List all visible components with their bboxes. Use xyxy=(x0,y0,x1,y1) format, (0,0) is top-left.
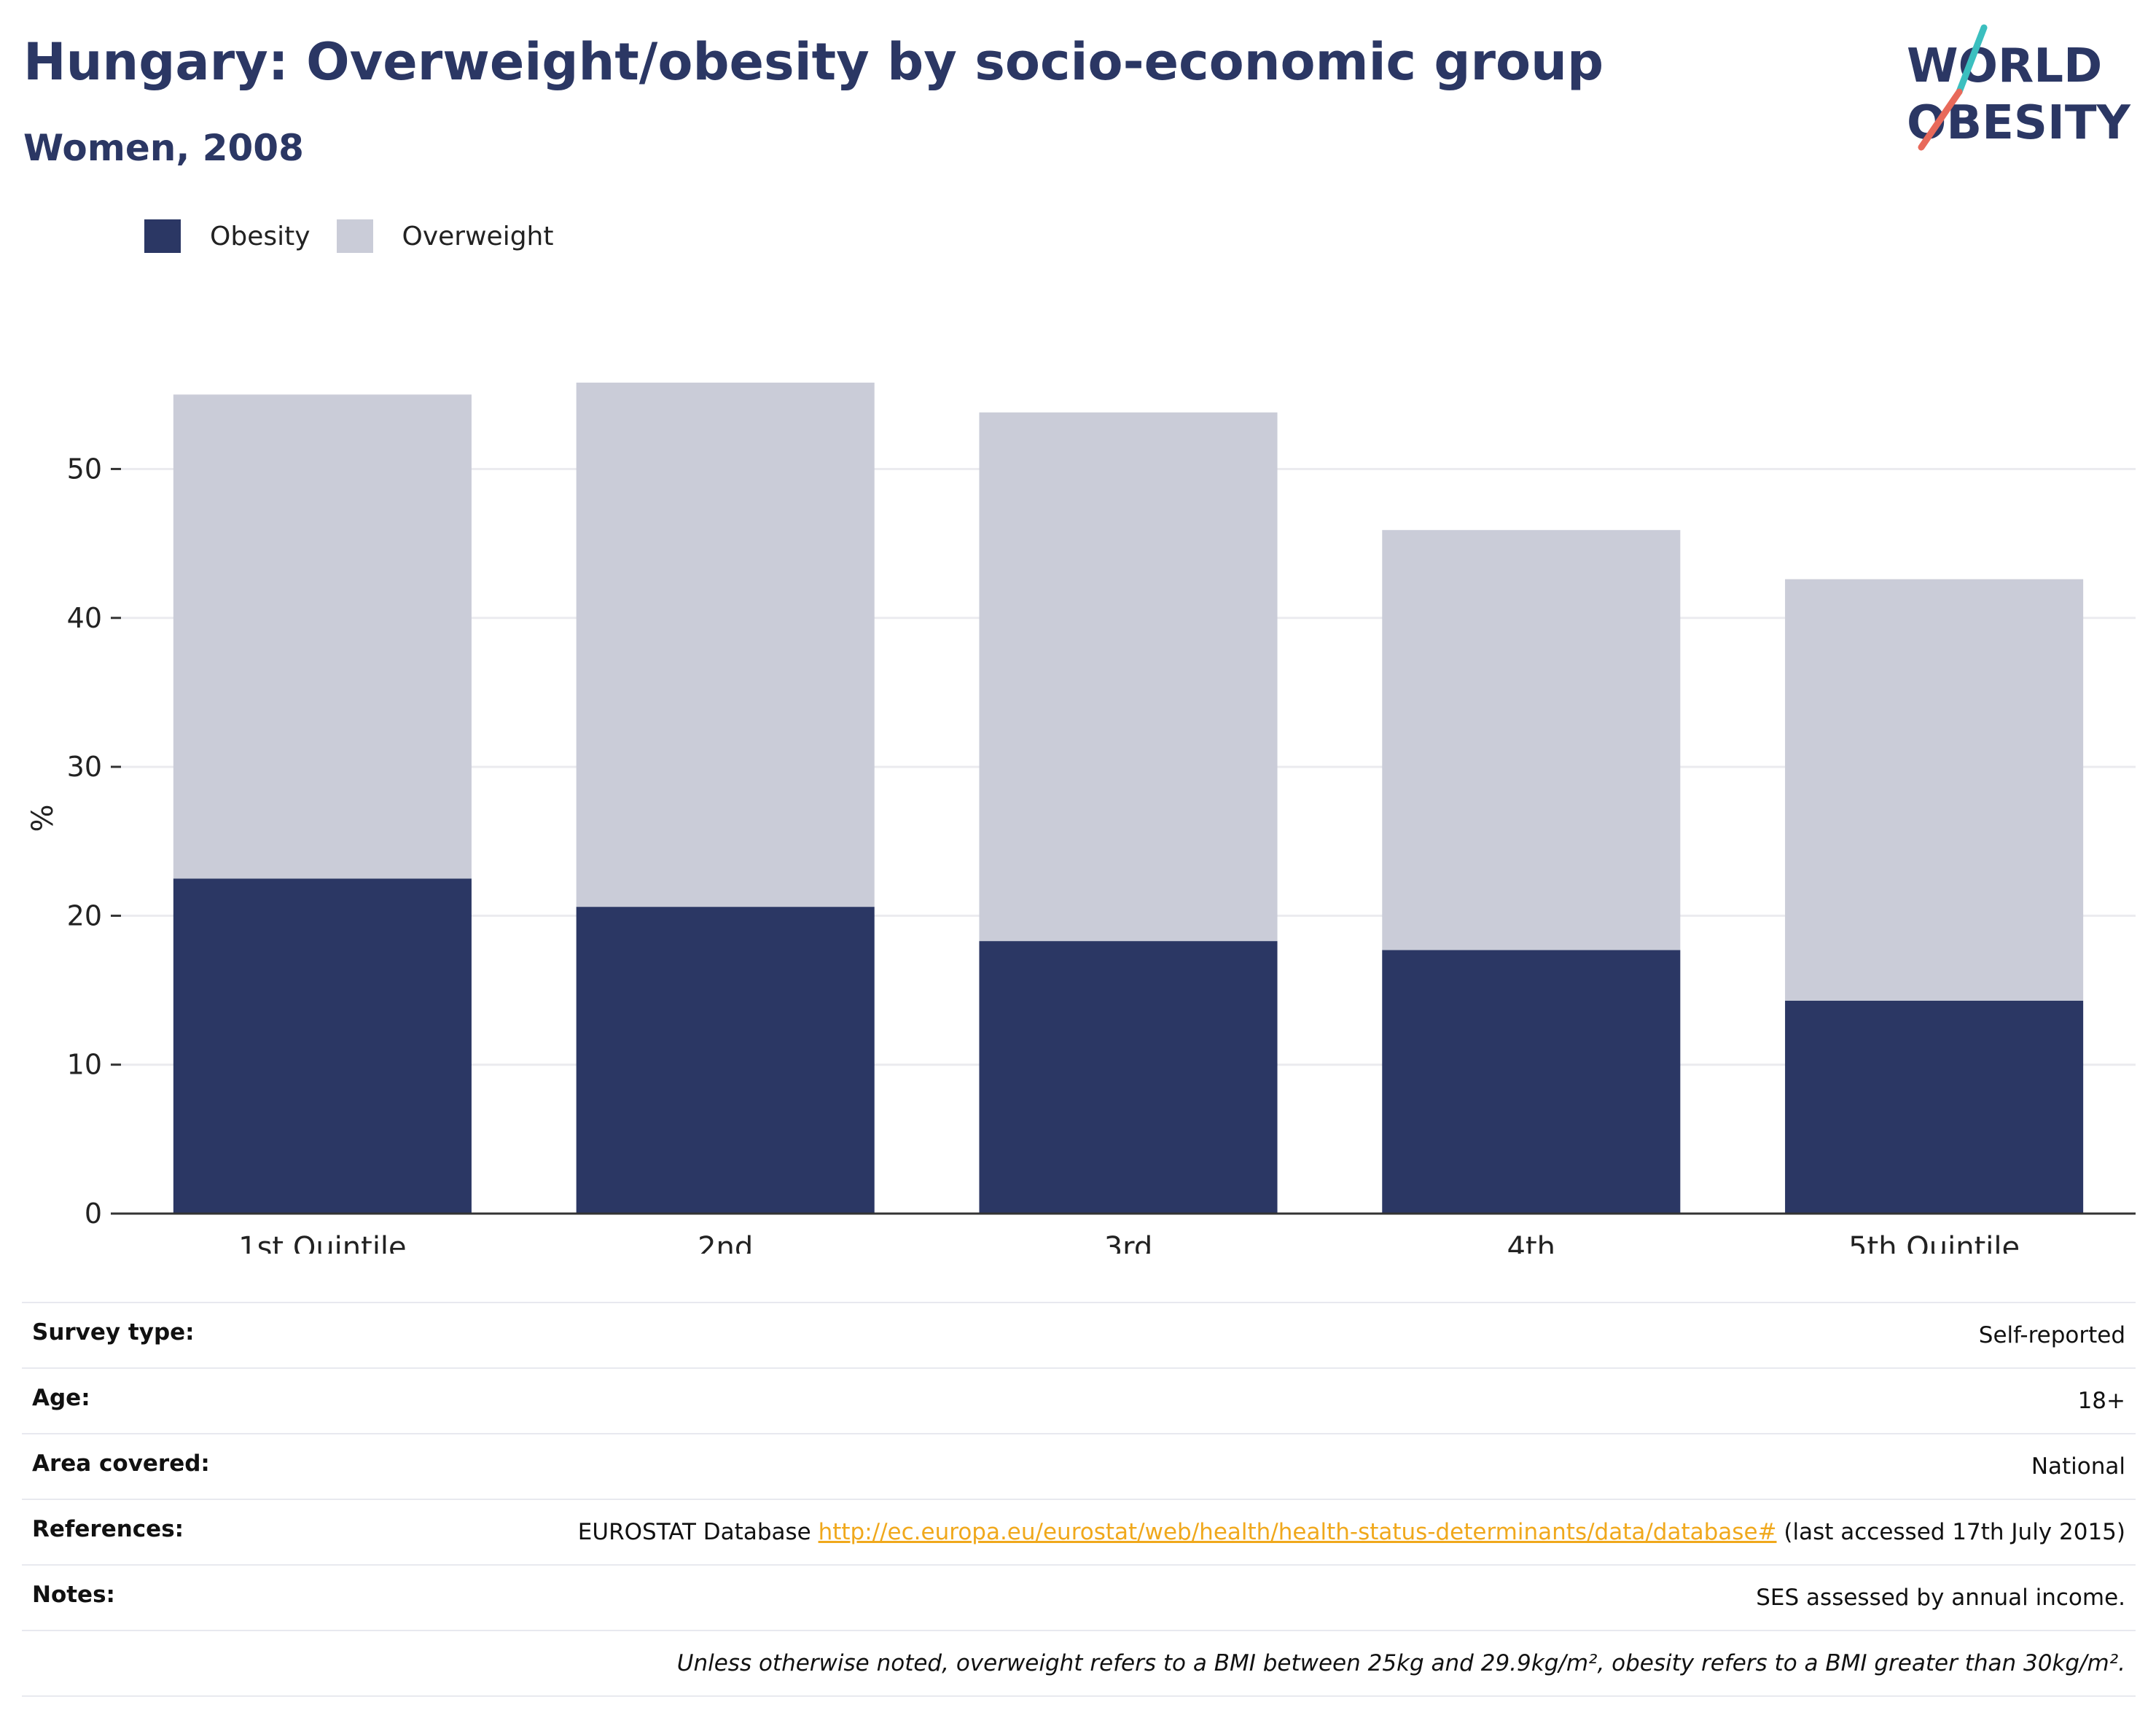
svg-text:OBESITY: OBESITY xyxy=(1907,96,2130,150)
y-tick-label-40: 40 xyxy=(67,602,102,634)
legend-item-obesity[interactable]: Obesity xyxy=(144,219,310,253)
bar-obesity-3 xyxy=(979,941,1278,1214)
age-label: Age: xyxy=(22,1367,421,1434)
references-prefix: EUROSTAT Database xyxy=(577,1519,811,1545)
x-tick-label-3: 3rd xyxy=(1104,1231,1153,1254)
references-value: EUROSTAT Database http://ec.europa.eu/eu… xyxy=(421,1499,2136,1565)
info-row-references: References: EUROSTAT Database http://ec.… xyxy=(22,1499,2136,1565)
survey-type-value: Self-reported xyxy=(421,1302,2136,1368)
footnote-spacer xyxy=(22,1630,421,1697)
chart-subtitle: Women, 2008 xyxy=(23,127,304,169)
notes-label: Notes: xyxy=(22,1564,421,1630)
y-tick-label-30: 30 xyxy=(67,751,102,783)
survey-info-table: Survey type: Self-reported Age: 18+ Area… xyxy=(22,1302,2136,1697)
x-tick-label-1: 1st Quintile xyxy=(238,1231,407,1254)
bar-obesity-5 xyxy=(1785,1000,2084,1214)
bar-obesity-4 xyxy=(1382,950,1681,1214)
bar-obesity-1 xyxy=(173,878,472,1214)
notes-value: SES assessed by annual income. xyxy=(421,1564,2136,1630)
area-label: Area covered: xyxy=(22,1433,421,1499)
x-tick-label-4: 4th xyxy=(1507,1231,1555,1254)
legend-item-overweight[interactable]: Overweight xyxy=(336,219,554,253)
y-tick-label-0: 0 xyxy=(85,1198,102,1230)
chart-title: Hungary: Overweight/obesity by socio-eco… xyxy=(23,32,1604,92)
bar-obesity-2 xyxy=(576,907,875,1214)
chart-legend: Obesity Overweight xyxy=(144,216,553,257)
survey-type-label: Survey type: xyxy=(22,1302,421,1368)
bar-overweight-2 xyxy=(576,382,875,907)
references-suffix: (last accessed 17th July 2015) xyxy=(1784,1519,2125,1545)
info-row-notes: Notes: SES assessed by annual income. xyxy=(22,1564,2136,1630)
bar-overweight-4 xyxy=(1382,530,1681,950)
y-tick-label-50: 50 xyxy=(67,453,102,485)
legend-swatch-overweight xyxy=(336,219,373,253)
y-tick-label-20: 20 xyxy=(67,899,102,932)
area-value: National xyxy=(421,1433,2136,1499)
bar-overweight-1 xyxy=(173,394,472,879)
legend-swatch-obesity xyxy=(144,219,181,253)
world-obesity-logo: WORLD OBESITY xyxy=(1907,24,2130,151)
stacked-bar-chart: 0 10 20 30 40 50% 1st Quintile 2nd 3rd 4th 5th Qui… xyxy=(26,382,2136,1254)
bmi-footnote: Unless otherwise noted, overweight refer… xyxy=(421,1630,2136,1697)
references-link[interactable]: http://ec.europa.eu/eurostat/web/health/… xyxy=(818,1519,1777,1545)
bar-overweight-5 xyxy=(1785,579,2084,1001)
legend-label-obesity: Obesity xyxy=(210,221,310,251)
info-row-area: Area covered: National xyxy=(22,1433,2136,1499)
y-axis-label: % xyxy=(26,804,60,832)
svg-text:WORLD: WORLD xyxy=(1907,39,2102,93)
legend-label-overweight: Overweight xyxy=(402,221,554,251)
age-value: 18+ xyxy=(421,1367,2136,1434)
y-tick-label-10: 10 xyxy=(67,1049,102,1081)
info-row-footnote: Unless otherwise noted, overweight refer… xyxy=(22,1630,2136,1697)
references-label: References: xyxy=(22,1499,421,1565)
x-tick-label-5: 5th Quintile xyxy=(1848,1231,2020,1254)
info-row-survey-type: Survey type: Self-reported xyxy=(22,1302,2136,1368)
x-tick-label-2: 2nd xyxy=(698,1231,753,1254)
info-row-age: Age: 18+ xyxy=(22,1367,2136,1434)
bar-overweight-3 xyxy=(979,412,1278,942)
